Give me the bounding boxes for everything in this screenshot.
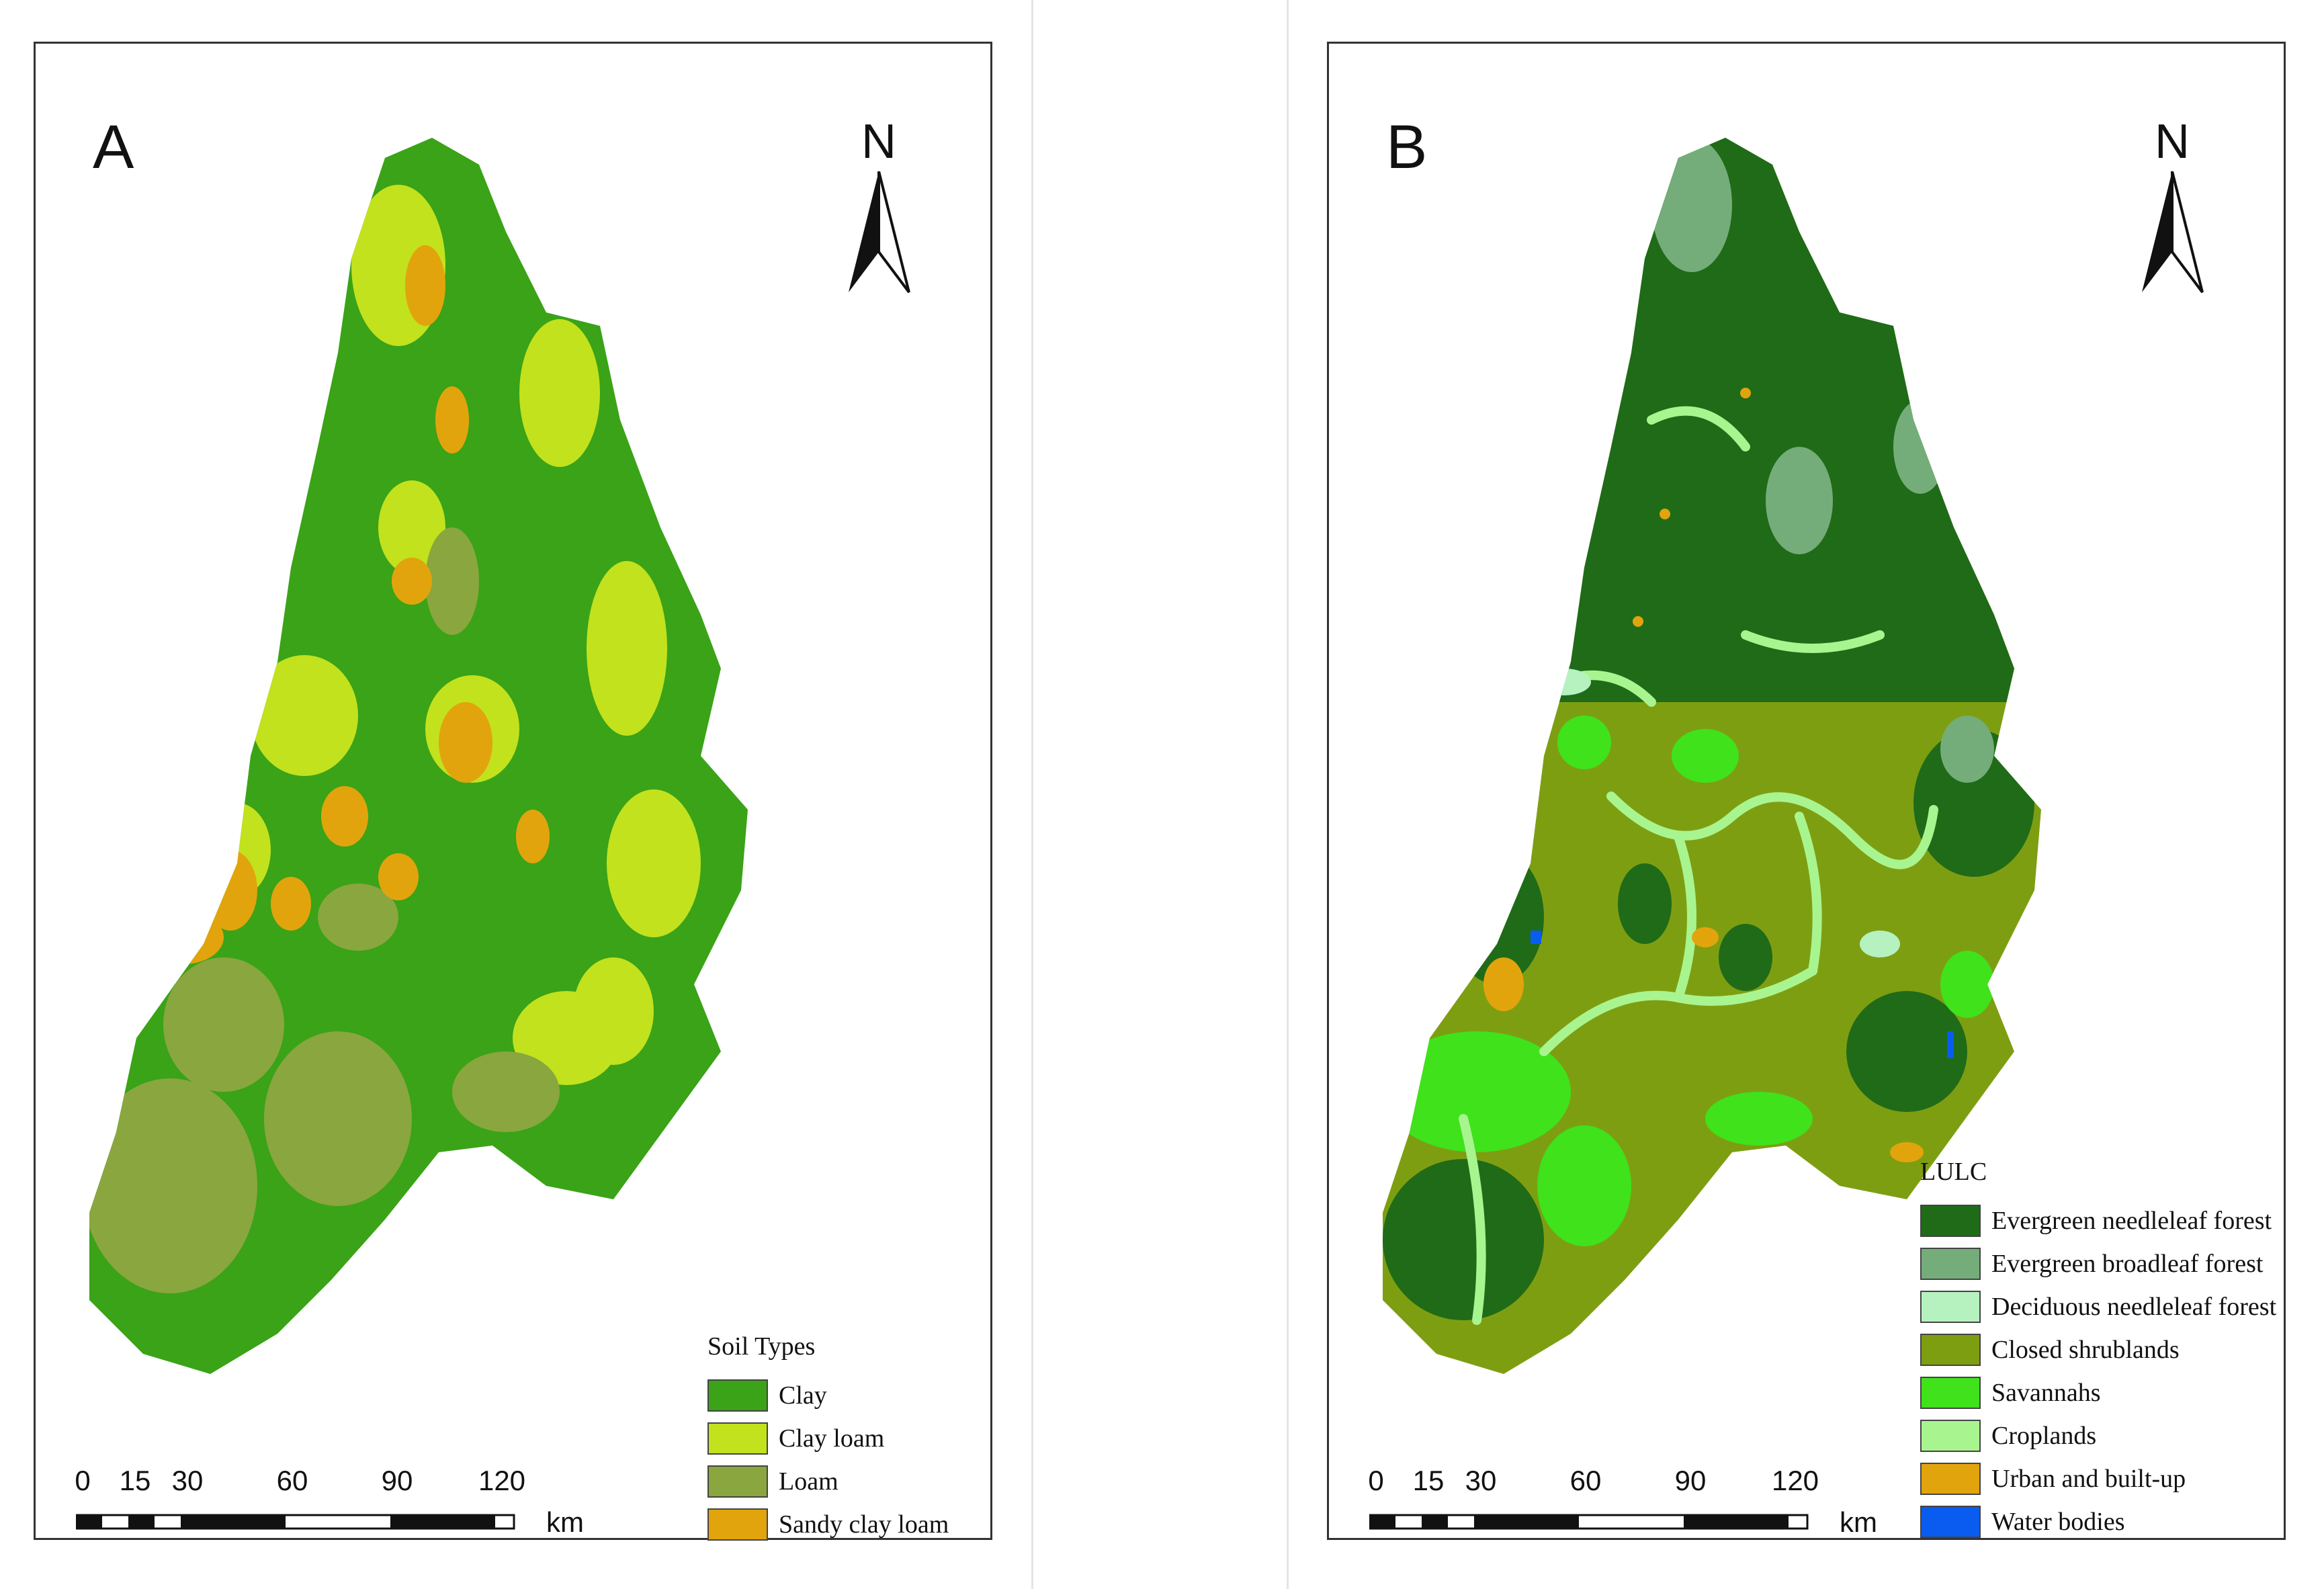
- legend-label: Evergreen broadleaf forest: [1991, 1250, 2264, 1278]
- scale-tick: 0: [75, 1465, 91, 1496]
- panel-label: B: [1386, 113, 1428, 181]
- scale-bar-graphic: [1369, 1514, 1809, 1530]
- soil-map: [89, 138, 748, 1374]
- legend-label: Loam: [779, 1467, 838, 1496]
- scale-tick: 0: [1368, 1465, 1384, 1496]
- legend-item: Loam: [707, 1460, 949, 1503]
- scale-tick: 30: [171, 1465, 204, 1496]
- north-arrow: N: [842, 118, 916, 333]
- lulc-map: [1383, 138, 2041, 1374]
- lulc-map-panel: B: [1327, 42, 2286, 1540]
- north-label: N: [2155, 115, 2190, 169]
- legend-swatch: [1920, 1463, 1981, 1495]
- legend-swatch: [1920, 1248, 1981, 1280]
- soil-legend: Soil Types Clay Clay loam Loam Sandy cla…: [707, 1334, 949, 1546]
- legend-swatch: [1920, 1377, 1981, 1409]
- legend-label: Clay: [779, 1381, 827, 1410]
- legend-item: Evergreen broadleaf forest: [1920, 1242, 2276, 1285]
- legend-item: Sandy clay loam: [707, 1503, 949, 1546]
- scale-tick: 60: [276, 1465, 308, 1496]
- north-arrow: N: [2135, 118, 2209, 333]
- soil-map-panel: A: [34, 42, 992, 1541]
- panel-divider-right: [1287, 0, 1289, 1589]
- scale-bar: 0 15 30 60 90 120 km: [75, 1465, 587, 1541]
- legend-item: Evergreen needleleaf forest: [1920, 1199, 2276, 1242]
- scale-tick: 90: [381, 1465, 413, 1496]
- legend-label: Urban and built-up: [1991, 1465, 2186, 1493]
- legend-title: LULC: [1920, 1158, 1987, 1186]
- legend-label: Clay loam: [779, 1424, 885, 1453]
- scale-tick: 15: [1412, 1465, 1445, 1496]
- legend-swatch: [1920, 1291, 1981, 1323]
- legend-swatch: [707, 1422, 768, 1455]
- north-label: N: [861, 115, 896, 169]
- scale-tick: 120: [478, 1465, 526, 1496]
- scale-tick: 60: [1569, 1465, 1602, 1496]
- legend-item: Urban and built-up: [1920, 1457, 2276, 1500]
- legend-swatch: [707, 1508, 768, 1541]
- north-arrow-icon: [2142, 171, 2204, 294]
- north-arrow-icon: [849, 171, 910, 294]
- scale-bar: 0 15 30 60 90 120 km: [1368, 1465, 1880, 1541]
- legend-label: Deciduous needleleaf forest: [1991, 1293, 2277, 1321]
- legend-item: Clay: [707, 1374, 949, 1417]
- legend-label: Croplands: [1991, 1422, 2097, 1450]
- legend-swatch: [1920, 1334, 1981, 1366]
- legend-label: Closed shrublands: [1991, 1336, 2180, 1364]
- legend-swatch: [1920, 1420, 1981, 1452]
- legend-label: Savannahs: [1991, 1379, 2101, 1407]
- legend-label: Evergreen needleleaf forest: [1991, 1207, 2272, 1235]
- panel-divider-left: [1031, 0, 1033, 1589]
- legend-label: Sandy clay loam: [779, 1510, 949, 1539]
- scale-bar-graphic: [76, 1514, 515, 1530]
- scale-tick: 30: [1465, 1465, 1497, 1496]
- scale-tick: 90: [1674, 1465, 1707, 1496]
- legend-swatch: [1920, 1205, 1981, 1237]
- legend-item: Deciduous needleleaf forest: [1920, 1285, 2276, 1328]
- legend-title: Soil Types: [707, 1332, 816, 1361]
- legend-swatch: [1920, 1506, 1981, 1538]
- legend-item: Croplands: [1920, 1414, 2276, 1457]
- legend-label: Water bodies: [1991, 1508, 2125, 1536]
- legend-item: Water bodies: [1920, 1500, 2276, 1543]
- legend-swatch: [707, 1465, 768, 1498]
- panel-label: A: [93, 113, 134, 181]
- lulc-legend: LULC Evergreen needleleaf forest Evergre…: [1920, 1159, 2276, 1543]
- scale-tick: 15: [119, 1465, 151, 1496]
- legend-swatch: [707, 1379, 768, 1412]
- scale-unit: km: [1840, 1506, 1877, 1538]
- legend-item: Closed shrublands: [1920, 1328, 2276, 1371]
- legend-item: Clay loam: [707, 1417, 949, 1460]
- scale-unit: km: [546, 1506, 584, 1538]
- scale-tick: 120: [1771, 1465, 1819, 1496]
- legend-item: Savannahs: [1920, 1371, 2276, 1414]
